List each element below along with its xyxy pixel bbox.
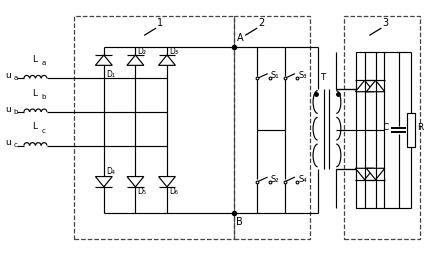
Text: D₂: D₂ xyxy=(138,47,147,56)
Polygon shape xyxy=(355,80,374,92)
Text: A: A xyxy=(236,33,243,43)
Text: S₁: S₁ xyxy=(271,71,280,80)
Text: c: c xyxy=(41,128,45,134)
Text: D₅: D₅ xyxy=(138,187,147,196)
Text: D₄: D₄ xyxy=(106,167,115,176)
Polygon shape xyxy=(366,80,385,92)
Text: L: L xyxy=(32,55,37,64)
Polygon shape xyxy=(127,55,144,65)
Text: 2: 2 xyxy=(258,18,264,28)
Text: a: a xyxy=(41,60,45,66)
Text: u: u xyxy=(6,105,11,114)
Polygon shape xyxy=(127,177,144,187)
Text: C: C xyxy=(382,123,389,132)
Text: L: L xyxy=(32,122,37,131)
Text: a: a xyxy=(13,75,17,81)
Text: S₃: S₃ xyxy=(298,71,307,80)
Text: 1: 1 xyxy=(157,18,163,28)
Text: D₆: D₆ xyxy=(169,187,178,196)
Polygon shape xyxy=(96,55,112,65)
Polygon shape xyxy=(159,55,176,65)
Text: u: u xyxy=(6,138,11,147)
Text: R: R xyxy=(417,123,423,132)
Text: S₂: S₂ xyxy=(271,175,280,184)
Text: S₄: S₄ xyxy=(298,175,307,184)
Text: c: c xyxy=(13,142,17,148)
Text: D₃: D₃ xyxy=(169,47,178,56)
Text: T: T xyxy=(320,73,326,82)
Polygon shape xyxy=(355,168,374,180)
Text: L: L xyxy=(32,89,37,98)
Bar xyxy=(407,113,415,147)
Text: 3: 3 xyxy=(382,18,388,28)
Bar xyxy=(357,53,384,207)
Polygon shape xyxy=(159,177,176,187)
Text: B: B xyxy=(236,217,243,227)
Polygon shape xyxy=(366,168,385,180)
Text: u: u xyxy=(6,71,11,80)
Polygon shape xyxy=(96,177,112,187)
Text: b: b xyxy=(13,109,18,115)
Text: b: b xyxy=(41,94,45,100)
Text: D₁: D₁ xyxy=(106,70,115,79)
